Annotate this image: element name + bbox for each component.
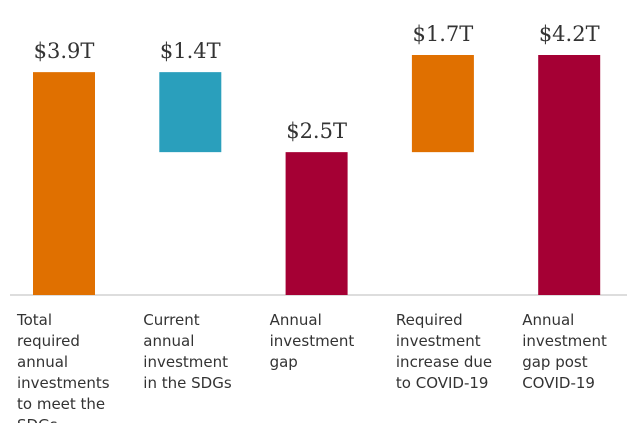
bar: [33, 72, 95, 296]
value-label: $3.9T: [34, 39, 95, 63]
category-label: Required investment increase due to COVI…: [395, 311, 493, 392]
category-label: Current annual investment in the SDGs: [143, 311, 232, 392]
value-label: $2.5T: [286, 119, 347, 143]
bar: [538, 55, 601, 295]
bar: [285, 152, 348, 295]
category-label: Annual investment gap: [269, 311, 355, 371]
bar: [159, 72, 222, 153]
value-label: $1.7T: [413, 22, 474, 46]
value-label: $1.4T: [160, 39, 221, 63]
bar: [411, 55, 474, 153]
value-label: $4.2T: [539, 22, 600, 46]
category-label: Annual investment gap post COVID-19: [522, 311, 607, 392]
category-label: Total required annual investments to mee…: [17, 311, 110, 423]
